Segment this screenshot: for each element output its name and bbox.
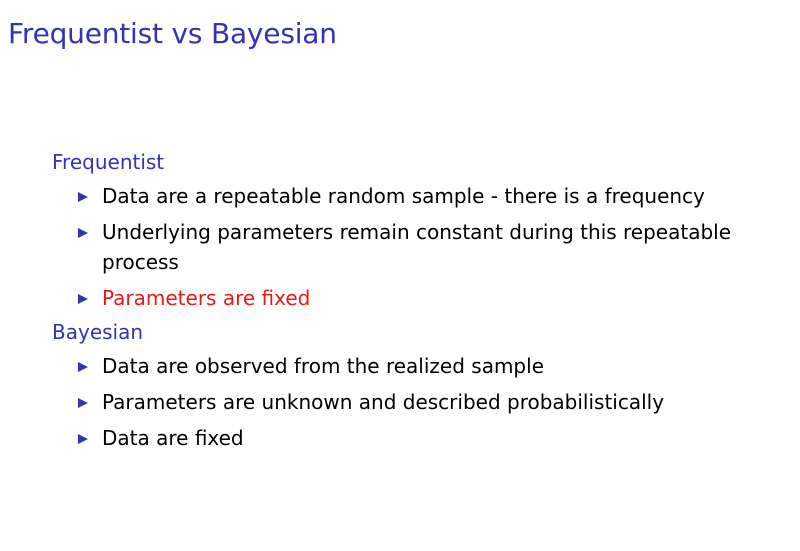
list-item-text: Data are observed from the realized samp… [102,354,544,378]
list-item: Data are fixed [52,423,772,453]
slide-content: Frequentist Data are a repeatable random… [52,149,772,459]
list-item-text: Parameters are fixed [102,286,311,310]
list-item-text: Data are a repeatable random sample - th… [102,184,705,208]
triangle-bullet-icon [78,294,88,304]
frequentist-list: Data are a repeatable random sample - th… [52,181,772,313]
triangle-bullet-icon [78,192,88,202]
list-item: Data are observed from the realized samp… [52,351,772,381]
section-heading-frequentist: Frequentist [52,150,165,174]
triangle-bullet-icon [78,228,88,238]
triangle-bullet-icon [78,434,88,444]
list-item-text: Underlying parameters remain constant du… [102,220,732,274]
slide-title: Frequentist vs Bayesian [8,17,337,50]
list-item-text: Parameters are unknown and described pro… [102,390,665,414]
section-heading-bayesian: Bayesian [52,320,144,344]
list-item-alert: Parameters are fixed [52,283,772,313]
triangle-bullet-icon [78,398,88,408]
bayesian-list: Data are observed from the realized samp… [52,351,772,453]
list-item: Data are a repeatable random sample - th… [52,181,772,211]
list-item: Parameters are unknown and described pro… [52,387,772,417]
triangle-bullet-icon [78,362,88,372]
list-item-text: Data are fixed [102,426,244,450]
list-item: Underlying parameters remain constant du… [52,217,747,277]
